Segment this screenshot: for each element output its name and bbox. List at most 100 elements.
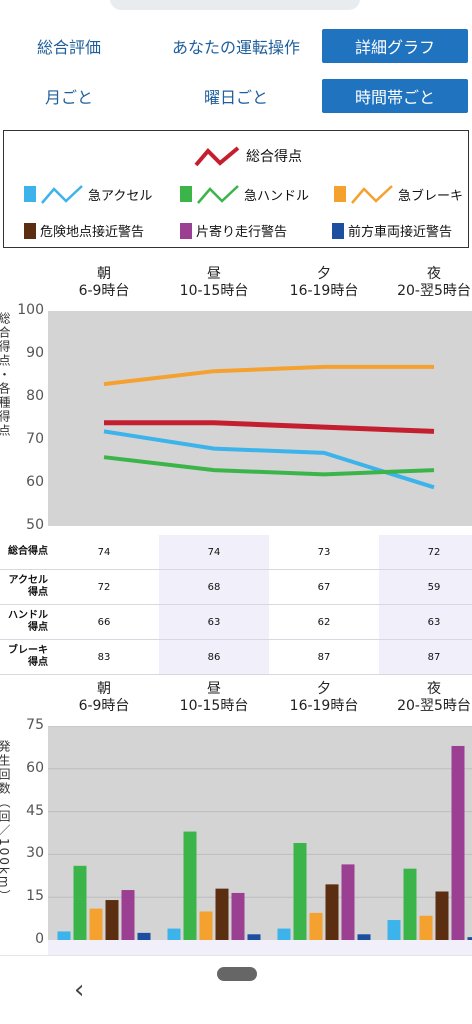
- table-cell: 72: [97, 581, 111, 593]
- address-pill[interactable]: [110, 0, 360, 10]
- table-cell: 73: [317, 546, 331, 558]
- bar: [105, 900, 119, 940]
- lane-square-icon: [180, 222, 192, 239]
- legend-lane: 片寄り走行警告: [180, 221, 287, 240]
- period-label: 昼 10-15時台: [159, 266, 269, 300]
- legend-accel: 急アクセル: [24, 183, 152, 205]
- bar: [247, 934, 261, 940]
- tab-detail-graph[interactable]: 詳細グラフ: [322, 29, 468, 63]
- home-pill-button[interactable]: [217, 967, 257, 981]
- tab-monthly[interactable]: 月ごと: [44, 88, 93, 107]
- bar: [89, 908, 103, 940]
- bar: [277, 928, 291, 940]
- table-cell: 63: [427, 616, 441, 628]
- bar: [57, 931, 71, 940]
- table-cell: 67: [317, 581, 331, 593]
- period-name: 昼: [207, 681, 221, 697]
- tab-driving-operation[interactable]: あなたの運転操作: [171, 38, 300, 57]
- period-label: 朝 6-9時台: [49, 266, 159, 300]
- table-cell: 72: [427, 546, 441, 558]
- legend-front: 前方車両接近警告: [332, 221, 452, 240]
- browser-top-bar: [0, 0, 472, 22]
- bar-chart-y-label: 発生回数（回／100km）: [0, 740, 11, 904]
- table-row: アクセル得点 72 68 67 59: [0, 570, 472, 605]
- period-name: 夕: [317, 681, 331, 697]
- tab-overall[interactable]: 総合評価: [36, 38, 101, 57]
- table-row: ハンドル得点 66 63 62 63: [0, 605, 472, 640]
- period-name: 朝: [97, 681, 111, 697]
- bar: [467, 937, 472, 940]
- tab-time-of-day[interactable]: 時間帯ごと: [322, 79, 468, 113]
- chart-legend: 総合得点 急アクセル 急ハンドル 急ブレーキ 危険地点接近警告 片寄り走行警告 …: [3, 130, 469, 248]
- series-line: [103, 429, 435, 490]
- period-hours: 6-9時台: [78, 283, 130, 299]
- bar: [231, 892, 245, 940]
- bar: [73, 865, 87, 940]
- bar: [325, 884, 339, 940]
- accel-square-icon: [24, 186, 36, 202]
- column-shade: [159, 605, 269, 639]
- danger-square-icon: [24, 222, 36, 239]
- period-hours: 20-翌5時台: [397, 283, 471, 299]
- bar-chart-svg: [48, 725, 472, 940]
- y-tick-label: 70: [26, 431, 44, 447]
- handle-square-icon: [180, 186, 192, 202]
- line-chart-svg: [103, 364, 435, 490]
- period-label: 昼 10-15時台: [159, 681, 269, 715]
- bar: [357, 934, 371, 940]
- table-cell: 66: [97, 616, 111, 628]
- column-shade: [379, 605, 472, 639]
- system-nav-bar: ‹: [0, 955, 472, 1024]
- period-hours: 10-15時台: [179, 698, 249, 714]
- period-hours: 20-翌5時台: [397, 698, 471, 714]
- bar: [137, 932, 151, 940]
- front-square-icon: [332, 222, 344, 239]
- series-line: [103, 364, 434, 387]
- bar: [199, 911, 213, 940]
- handle-line-icon: [197, 185, 239, 204]
- y-tick-label: 60: [26, 474, 44, 490]
- period-name: 夜: [427, 681, 441, 697]
- bar: [387, 920, 401, 940]
- column-shade: [159, 570, 269, 604]
- bar: [309, 912, 323, 940]
- bar-chart-plot: [48, 725, 472, 940]
- bar: [403, 868, 417, 940]
- legend-danger: 危険地点接近警告: [24, 221, 144, 240]
- tab-weekday[interactable]: 曜日ごと: [203, 88, 268, 107]
- table-row: ブレーキ得点 83 86 87 87: [0, 640, 472, 675]
- y-tick-label: 100: [17, 302, 44, 318]
- legend-total: 総合得点: [194, 145, 302, 167]
- y-tick-label: 30: [26, 845, 44, 862]
- period-hours: 16-19時台: [289, 698, 359, 714]
- column-shade: [159, 535, 269, 569]
- legend-brake: 急ブレーキ: [334, 183, 463, 205]
- bar: [451, 745, 465, 940]
- period-hours: 6-9時台: [78, 698, 130, 714]
- table-cell: 86: [207, 651, 221, 663]
- legend-handle: 急ハンドル: [180, 183, 309, 205]
- table-cell: 87: [427, 651, 441, 663]
- series-line: [104, 420, 435, 434]
- column-shade: [159, 640, 269, 674]
- period-label: 夜 20-翌5時台: [379, 681, 472, 715]
- bar: [183, 831, 197, 940]
- column-shade: [379, 640, 472, 674]
- row-label: ハンドル得点: [8, 610, 48, 633]
- period-label: 朝 6-9時台: [49, 681, 159, 715]
- row-label: アクセル得点: [8, 575, 49, 598]
- line-chart-y-label: 総合得点・各種得点: [0, 312, 11, 438]
- table-cell: 74: [97, 546, 111, 558]
- bar-chart-footer-strip: [48, 940, 472, 955]
- period-name: 昼: [207, 266, 221, 282]
- table-row: 総合得点 74 74 73 72: [0, 535, 472, 570]
- table-cell: 62: [317, 616, 331, 628]
- row-label: 総合得点: [8, 546, 48, 557]
- y-tick-label: 0: [35, 931, 44, 947]
- period-label: 夕 16-19時台: [269, 681, 379, 715]
- line-chart-plot: [48, 311, 472, 526]
- bar: [419, 915, 433, 940]
- back-button[interactable]: ‹: [74, 975, 85, 1005]
- y-tick-label: 50: [26, 517, 44, 533]
- table-cell: 68: [207, 581, 221, 593]
